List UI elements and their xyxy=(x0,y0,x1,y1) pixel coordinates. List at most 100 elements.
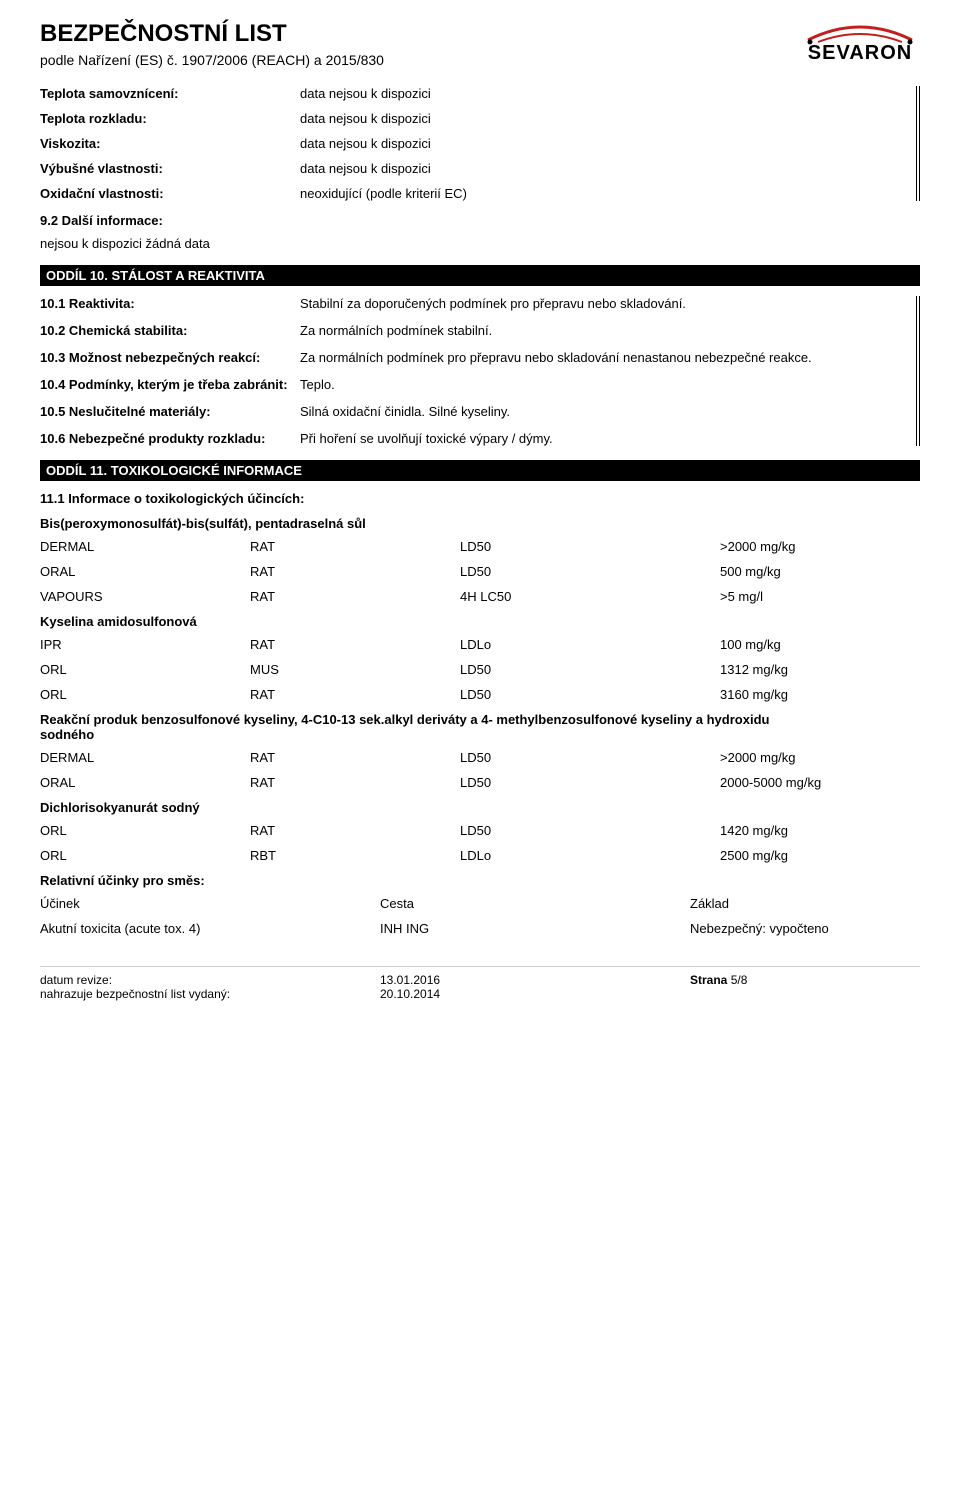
footer-replaces-date: 20.10.2014 xyxy=(380,987,690,1001)
prop-row: Teplota rozkladu: data nejsou k dispozic… xyxy=(40,111,906,126)
tox-row: DERMAL RAT LD50 >2000 mg/kg xyxy=(40,750,920,765)
tox-species: RAT xyxy=(250,564,460,579)
kv-label: 10.5 Neslučitelné materiály: xyxy=(40,404,300,419)
tox-route: DERMAL xyxy=(40,750,250,765)
header-text-block: BEZPEČNOSTNÍ LIST podle Nařízení (ES) č.… xyxy=(40,20,384,68)
prop-value: neoxidující (podle kriterií EC) xyxy=(300,186,906,201)
brand-logo: SEVARON xyxy=(800,20,920,65)
tox-value: 500 mg/kg xyxy=(720,564,920,579)
tox-value: 100 mg/kg xyxy=(720,637,920,652)
section10-block: 10.1 Reaktivita: Stabilní za doporučenýc… xyxy=(40,296,920,446)
prop-row: Oxidační vlastnosti: neoxidující (podle … xyxy=(40,186,906,201)
tox-metric: 4H LC50 xyxy=(460,589,720,604)
tox-route: ORAL xyxy=(40,775,250,790)
tox-value: 3160 mg/kg xyxy=(720,687,920,702)
tox-row: VAPOURS RAT 4H LC50 >5 mg/l xyxy=(40,589,920,604)
rel-effect: Akutní toxicita (acute tox. 4) xyxy=(40,921,380,936)
tox-route: ORL xyxy=(40,662,250,677)
kv-value: Teplo. xyxy=(300,377,906,392)
kv-row: 10.5 Neslučitelné materiály: Silná oxida… xyxy=(40,404,906,419)
document-title: BEZPEČNOSTNÍ LIST xyxy=(40,20,384,48)
tox-row: ORL RAT LD50 1420 mg/kg xyxy=(40,823,920,838)
rel-col-path: Cesta xyxy=(380,896,690,911)
tox-species: MUS xyxy=(250,662,460,677)
page-number: 5/8 xyxy=(731,973,748,987)
prop-value: data nejsou k dispozici xyxy=(300,161,906,176)
tox-value: 1420 mg/kg xyxy=(720,823,920,838)
rel-path: INH ING xyxy=(380,921,690,936)
prop-label: Oxidační vlastnosti: xyxy=(40,186,300,201)
kv-row: 10.2 Chemická stabilita: Za normálních p… xyxy=(40,323,906,338)
tox-metric: LD50 xyxy=(460,539,720,554)
tox-row: ORL RAT LD50 3160 mg/kg xyxy=(40,687,920,702)
tox-species: RAT xyxy=(250,823,460,838)
tox-row: ORL MUS LD50 1312 mg/kg xyxy=(40,662,920,677)
kv-row: 10.6 Nebezpečné produkty rozkladu: Při h… xyxy=(40,431,906,446)
rel-basis: Nebezpečný: vypočteno xyxy=(690,921,920,936)
tox-metric: LD50 xyxy=(460,750,720,765)
prop-value: data nejsou k dispozici xyxy=(300,86,906,101)
relative-heading: Relativní účinky pro směs: xyxy=(40,873,920,888)
page-footer: datum revize: nahrazuje bezpečnostní lis… xyxy=(40,966,920,1001)
footer-left: datum revize: nahrazuje bezpečnostní lis… xyxy=(40,973,380,1001)
more-info-label: 9.2 Další informace: xyxy=(40,213,920,228)
tox-species: RAT xyxy=(250,687,460,702)
tox-route: ORL xyxy=(40,848,250,863)
tox-species: RAT xyxy=(250,775,460,790)
properties-block: Teplota samovznícení: data nejsou k disp… xyxy=(40,86,920,201)
tox-route: ORL xyxy=(40,687,250,702)
kv-row: 10.1 Reaktivita: Stabilní za doporučenýc… xyxy=(40,296,906,311)
prop-row: Výbušné vlastnosti: data nejsou k dispoz… xyxy=(40,161,906,176)
tox-group-name: Kyselina amidosulfonová xyxy=(40,614,920,629)
tox-row: ORL RBT LDLo 2500 mg/kg xyxy=(40,848,920,863)
tox-species: RAT xyxy=(250,589,460,604)
kv-label: 10.2 Chemická stabilita: xyxy=(40,323,300,338)
relative-data-row: Akutní toxicita (acute tox. 4) INH ING N… xyxy=(40,921,920,936)
more-info-text: nejsou k dispozici žádná data xyxy=(40,236,920,251)
tox-group-name: Reakční produk benzosulfonové kyseliny, … xyxy=(40,712,800,742)
tox-group-name: Dichlorisokyanurát sodný xyxy=(40,800,920,815)
tox-route: DERMAL xyxy=(40,539,250,554)
tox-route: ORAL xyxy=(40,564,250,579)
prop-row: Viskozita: data nejsou k dispozici xyxy=(40,136,906,151)
tox-species: RAT xyxy=(250,637,460,652)
prop-label: Viskozita: xyxy=(40,136,300,151)
tox-metric: LD50 xyxy=(460,662,720,677)
prop-label: Teplota rozkladu: xyxy=(40,111,300,126)
kv-row: 10.3 Možnost nebezpečných reakcí: Za nor… xyxy=(40,350,906,365)
footer-replaces-label: nahrazuje bezpečnostní list vydaný: xyxy=(40,987,250,1001)
rel-col-basis: Základ xyxy=(690,896,920,911)
tox-row: ORAL RAT LD50 500 mg/kg xyxy=(40,564,920,579)
kv-label: 10.3 Možnost nebezpečných reakcí: xyxy=(40,350,300,365)
rel-col-effect: Účinek xyxy=(40,896,380,911)
kv-row: 10.4 Podmínky, kterým je třeba zabránit:… xyxy=(40,377,906,392)
tox-route: IPR xyxy=(40,637,250,652)
prop-value: data nejsou k dispozici xyxy=(300,111,906,126)
page-label: Strana xyxy=(690,973,727,987)
tox-metric: LD50 xyxy=(460,564,720,579)
tox-metric: LD50 xyxy=(460,823,720,838)
tox-species: RAT xyxy=(250,539,460,554)
tox-value: 2500 mg/kg xyxy=(720,848,920,863)
page-header: BEZPEČNOSTNÍ LIST podle Nařízení (ES) č.… xyxy=(40,20,920,68)
kv-label: 10.1 Reaktivita: xyxy=(40,296,300,311)
tox-row: ORAL RAT LD50 2000-5000 mg/kg xyxy=(40,775,920,790)
tox-group-name: Bis(peroxymonosulfát)-bis(sulfát), penta… xyxy=(40,516,920,531)
kv-value: Za normálních podmínek pro přepravu nebo… xyxy=(300,350,906,365)
tox-metric: LD50 xyxy=(460,687,720,702)
tox-value: 1312 mg/kg xyxy=(720,662,920,677)
footer-right: Strana 5/8 xyxy=(690,973,920,1001)
relative-header-row: Účinek Cesta Základ xyxy=(40,896,920,911)
footer-mid: 13.01.2016 20.10.2014 xyxy=(380,973,690,1001)
kv-value: Při hoření se uvolňují toxické výpary / … xyxy=(300,431,906,446)
tox-value: 2000-5000 mg/kg xyxy=(720,775,920,790)
footer-revision-label: datum revize: xyxy=(40,973,250,987)
prop-row: Teplota samovznícení: data nejsou k disp… xyxy=(40,86,906,101)
section10-title: ODDÍL 10. STÁLOST A REAKTIVITA xyxy=(40,265,920,286)
tox-value: >2000 mg/kg xyxy=(720,539,920,554)
kv-value: Za normálních podmínek stabilní. xyxy=(300,323,906,338)
tox-row: DERMAL RAT LD50 >2000 mg/kg xyxy=(40,539,920,554)
tox-species: RAT xyxy=(250,750,460,765)
tox-route: VAPOURS xyxy=(40,589,250,604)
kv-value: Stabilní za doporučených podmínek pro př… xyxy=(300,296,906,311)
